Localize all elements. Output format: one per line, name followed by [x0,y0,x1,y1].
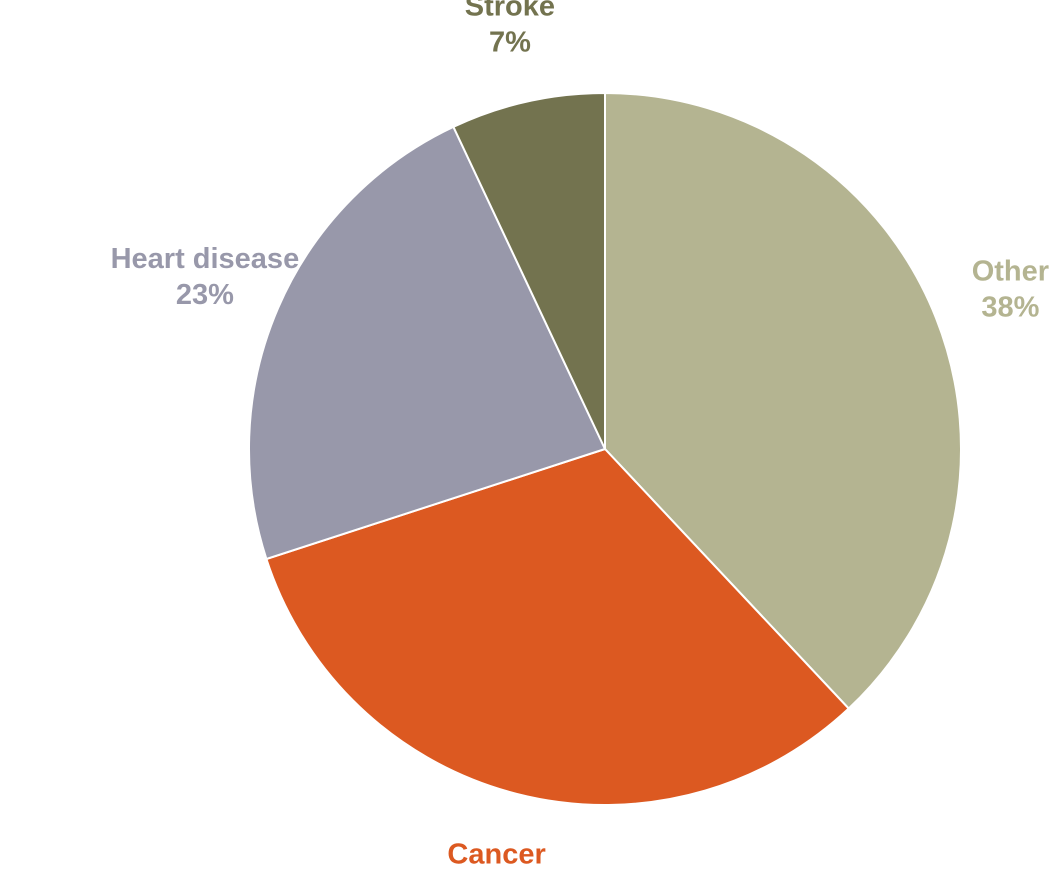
pie-label-name: Stroke [465,0,555,23]
pie-label-name: Other [972,256,1049,288]
pie-label-value: 7% [489,27,531,59]
pie-label-stroke: Stroke 7% [465,0,555,59]
pie-label-value: 32% [468,874,526,878]
pie-label-name: Cancer [447,838,545,870]
pie-slice-stroke [452,91,606,450]
pie-label-name: Heart disease [111,243,300,275]
pie-label-value: 38% [981,292,1039,324]
pie-label-cancer: Cancer 32% [447,838,545,878]
pie-slice-other [604,91,962,710]
pie-label-other: Other 38% [972,256,1049,324]
pie-slices [248,91,962,806]
pie-labels: Other 38% Cancer 32% Heart disease 23% Stroke 7… [111,0,1049,878]
pie-slice-cancer [265,447,851,806]
pie-slice-heart-disease [248,125,607,561]
pie-label-value: 23% [176,279,234,311]
pie-label-heart-disease: Heart disease 23% [111,243,300,311]
